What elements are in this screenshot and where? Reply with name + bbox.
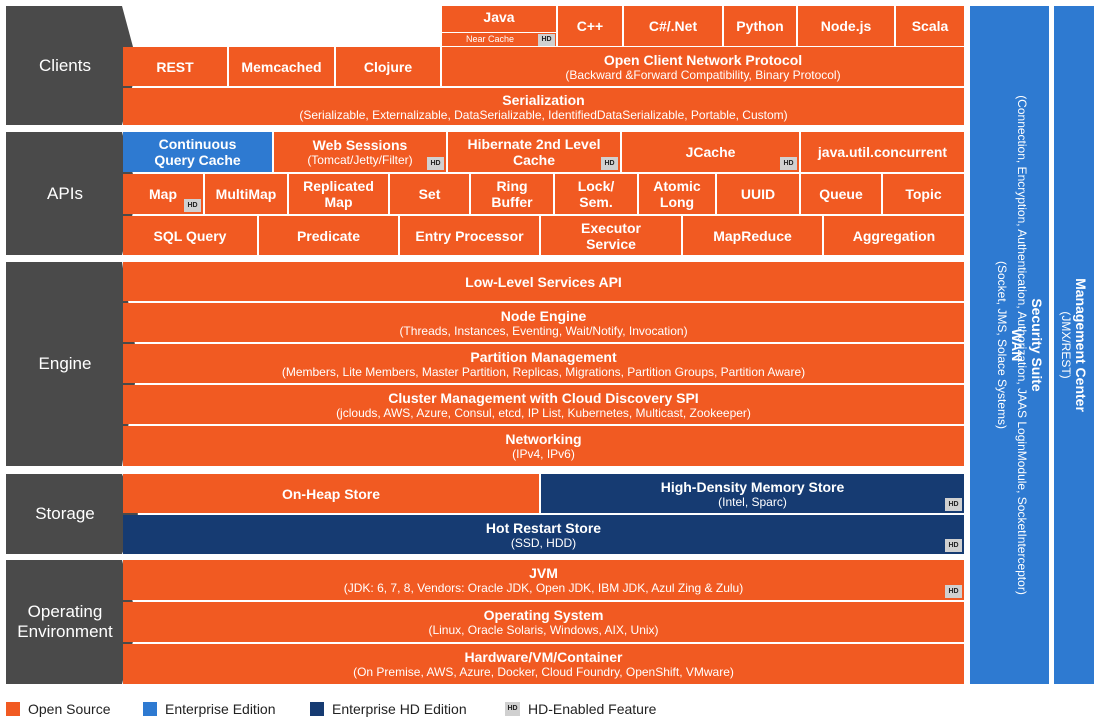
hd-badge: HD bbox=[427, 157, 444, 170]
wan-column: WAN (Socket, JMS, Solace Systems) bbox=[970, 6, 1049, 684]
client-csharp: C#/.Net bbox=[624, 6, 722, 46]
legend-enterprise-hd: Enterprise HD Edition bbox=[310, 700, 467, 718]
api-map: Map HD bbox=[123, 174, 203, 214]
api-lock-semaphore: Lock/Sem. bbox=[555, 174, 637, 214]
api-predicate: Predicate bbox=[259, 216, 398, 255]
api-aggregation: Aggregation bbox=[824, 216, 964, 255]
engine-low-level-services: Low-Level Services API bbox=[123, 262, 964, 301]
hd-badge: HD bbox=[945, 539, 962, 552]
layer-label-engine: Engine bbox=[6, 262, 138, 466]
client-scala: Scala bbox=[896, 6, 964, 46]
api-set: Set bbox=[390, 174, 469, 214]
api-atomic-long: Atomic Long bbox=[639, 174, 715, 214]
layer-label-operating-environment: Operating Environment bbox=[6, 560, 138, 684]
hd-badge: HD bbox=[601, 157, 618, 170]
engine-partition-management: Partition Management (Members, Lite Membe… bbox=[123, 344, 964, 383]
storage-on-heap: On-Heap Store bbox=[123, 474, 539, 513]
client-python: Python bbox=[724, 6, 796, 46]
api-entry-processor: Entry Processor bbox=[400, 216, 539, 255]
legend-hd-feature: HD HD-Enabled Feature bbox=[505, 700, 656, 718]
client-cpp: C++ bbox=[558, 6, 622, 46]
layer-label-clients: Clients bbox=[6, 6, 138, 125]
hd-badge: HD bbox=[945, 585, 962, 598]
engine-node-engine: Node Engine (Threads, Instances, Eventing… bbox=[123, 303, 964, 342]
management-center-column: Management Center (JMX/REST) bbox=[1054, 6, 1094, 684]
api-uuid: UUID bbox=[717, 174, 799, 214]
hd-badge: HD bbox=[538, 34, 555, 46]
api-ring-buffer: Ring Buffer bbox=[471, 174, 553, 214]
os-hardware-vm-container: Hardware/VM/Container (On Premise, AWS, A… bbox=[123, 644, 964, 684]
engine-cluster-management: Cluster Management with Cloud Discovery … bbox=[123, 385, 964, 424]
legend-enterprise: Enterprise Edition bbox=[143, 700, 276, 718]
api-web-sessions: Web Sessions (Tomcat/Jetty/Filter) HD bbox=[274, 132, 446, 172]
security-suite-column: Security Suite (Connection, Encryption, A… bbox=[1015, 95, 1045, 595]
os-operating-system: Operating System (Linux, Oracle Solaris, … bbox=[123, 602, 964, 642]
client-nodejs: Node.js bbox=[798, 6, 894, 46]
hd-badge: HD bbox=[945, 498, 962, 511]
client-clojure: Clojure bbox=[336, 47, 440, 86]
api-continuous-query-cache: Continuous Query Cache bbox=[123, 132, 272, 172]
client-java: Java Near Cache HD bbox=[442, 6, 556, 46]
layer-label-apis: APIs bbox=[6, 132, 138, 255]
api-queue: Queue bbox=[801, 174, 881, 214]
legend-swatch bbox=[143, 702, 157, 716]
api-topic: Topic bbox=[883, 174, 964, 214]
client-memcached: Memcached bbox=[229, 47, 334, 86]
legend-open-source: Open Source bbox=[6, 700, 111, 718]
api-hibernate-cache: Hibernate 2nd Level Cache HD bbox=[448, 132, 620, 172]
api-mapreduce: MapReduce bbox=[683, 216, 822, 255]
near-cache-label: Near Cache bbox=[465, 34, 515, 44]
open-client-network-protocol: Open Client Network Protocol (Backward &F… bbox=[442, 47, 964, 86]
os-jvm: JVM (JDK: 6, 7, 8, Vendors: Oracle JDK, O… bbox=[123, 560, 964, 600]
api-replicated-map: Replicated Map bbox=[289, 174, 388, 214]
serialization: Serialization (Serializable, Externalizab… bbox=[123, 88, 964, 125]
legend-swatch bbox=[310, 702, 324, 716]
api-multimap: MultiMap bbox=[205, 174, 287, 214]
legend-swatch bbox=[6, 702, 20, 716]
api-sql-query: SQL Query bbox=[123, 216, 257, 255]
api-java-util-concurrent: java.util.concurrent bbox=[801, 132, 964, 172]
layer-label-storage: Storage bbox=[6, 474, 138, 554]
hd-badge: HD bbox=[780, 157, 797, 170]
api-jcache: JCache HD bbox=[622, 132, 799, 172]
api-executor-service: Executor Service bbox=[541, 216, 681, 255]
hd-badge: HD bbox=[505, 702, 520, 716]
engine-networking: Networking (IPv4, IPv6) bbox=[123, 426, 964, 466]
hd-badge: HD bbox=[184, 199, 201, 212]
storage-high-density-memory: High-Density Memory Store (Intel, Sparc) H… bbox=[541, 474, 964, 513]
client-rest: REST bbox=[123, 47, 227, 86]
storage-hot-restart: Hot Restart Store (SSD, HDD) HD bbox=[123, 515, 964, 554]
